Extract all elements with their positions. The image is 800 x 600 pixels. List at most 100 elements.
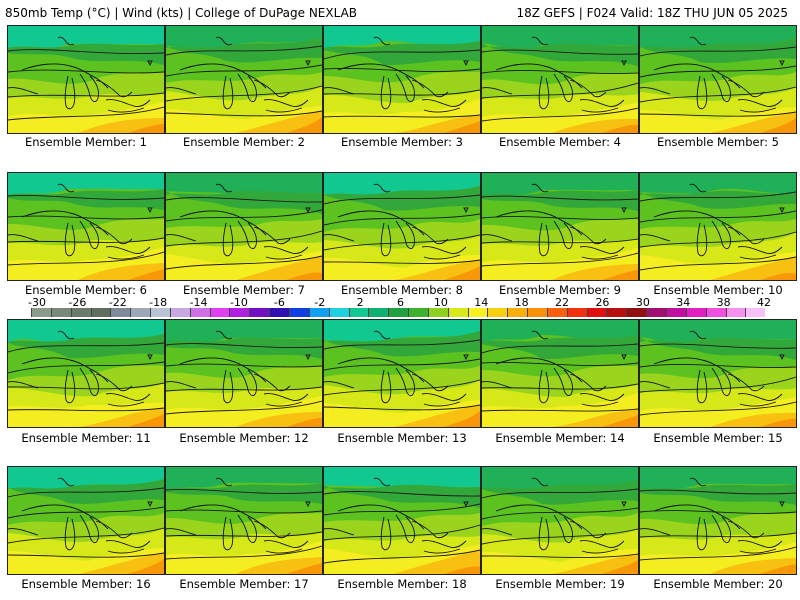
ensemble-member-label: Ensemble Member: 8 xyxy=(341,283,463,297)
colorbar-swatch xyxy=(725,308,746,317)
colorbar-swatch xyxy=(388,308,409,317)
ensemble-member-label: Ensemble Member: 10 xyxy=(653,283,783,297)
ensemble-map-panel xyxy=(165,25,323,134)
colorbar-swatch xyxy=(110,308,131,317)
colorbar-swatch xyxy=(507,308,528,317)
temperature-colorbar xyxy=(31,308,766,317)
colorbar-swatch xyxy=(527,308,547,317)
colorbar-left-arrow xyxy=(19,308,31,316)
ensemble-member-label: Ensemble Member: 15 xyxy=(653,431,783,445)
colorbar-swatch xyxy=(209,308,230,317)
ensemble-map-panel xyxy=(481,466,639,575)
colorbar-tick-label: -30 xyxy=(28,296,46,309)
colorbar-swatch xyxy=(169,308,190,317)
ensemble-map-panel xyxy=(323,25,481,134)
ensemble-member-label: Ensemble Member: 6 xyxy=(25,283,147,297)
ensemble-member-label: Ensemble Member: 13 xyxy=(337,431,467,445)
ensemble-map-panel xyxy=(7,172,165,281)
colorbar-tick-label: 34 xyxy=(676,296,691,309)
colorbar-swatch xyxy=(150,308,170,317)
ensemble-member-label: Ensemble Member: 19 xyxy=(495,577,625,591)
colorbar-swatch xyxy=(130,308,151,317)
colorbar-swatch xyxy=(427,308,448,317)
colorbar-swatch xyxy=(288,308,309,317)
ensemble-member-label: Ensemble Member: 11 xyxy=(21,431,151,445)
ensemble-map-panel xyxy=(165,466,323,575)
colorbar-swatch xyxy=(31,308,51,317)
valid-time: 18Z GEFS | F024 Valid: 18Z THU JUN 05 20… xyxy=(516,6,788,20)
colorbar-tick-label: -18 xyxy=(149,296,168,309)
colorbar-tick-label: 22 xyxy=(555,296,570,309)
colorbar-swatch xyxy=(348,308,369,317)
ensemble-member-label: Ensemble Member: 18 xyxy=(337,577,467,591)
colorbar-swatch xyxy=(606,308,627,317)
ensemble-member-label: Ensemble Member: 20 xyxy=(653,577,783,591)
colorbar-swatch xyxy=(328,308,349,317)
ensemble-map-panel xyxy=(639,466,797,575)
ensemble-map-panel xyxy=(481,25,639,134)
ensemble-map-panel xyxy=(323,172,481,281)
colorbar-swatch xyxy=(487,308,508,317)
colorbar-right-arrow xyxy=(765,308,777,316)
colorbar-swatch xyxy=(467,308,488,317)
ensemble-member-label: Ensemble Member: 4 xyxy=(499,135,621,149)
ensemble-map-panel xyxy=(481,319,639,428)
colorbar-swatch xyxy=(745,308,766,317)
colorbar-tick-label: -2 xyxy=(314,296,326,309)
ensemble-member-label: Ensemble Member: 14 xyxy=(495,431,625,445)
colorbar-swatch xyxy=(626,308,647,317)
ensemble-member-label: Ensemble Member: 5 xyxy=(657,135,779,149)
product-title: 850mb Temp (°C) | Wind (kts) | College o… xyxy=(5,6,358,20)
ensemble-map-panel xyxy=(165,319,323,428)
colorbar-tick-label: 30 xyxy=(635,296,650,309)
colorbar-tick-label: 18 xyxy=(514,296,529,309)
colorbar-tick-label: -6 xyxy=(273,296,285,309)
colorbar-swatch xyxy=(705,308,726,317)
colorbar-swatch xyxy=(368,308,389,317)
colorbar-swatch xyxy=(546,308,567,317)
ensemble-member-label: Ensemble Member: 17 xyxy=(179,577,309,591)
ensemble-map-panel xyxy=(639,319,797,428)
colorbar-swatch xyxy=(269,308,289,317)
ensemble-member-label: Ensemble Member: 16 xyxy=(21,577,151,591)
colorbar-swatch xyxy=(666,308,686,317)
colorbar-tick-label: 2 xyxy=(356,296,364,309)
colorbar-tick-label: -10 xyxy=(229,296,248,309)
colorbar-tick-label: -26 xyxy=(68,296,87,309)
ensemble-map-panel xyxy=(7,466,165,575)
ensemble-map-panel xyxy=(7,25,165,134)
colorbar-swatch xyxy=(50,308,71,317)
ensemble-map-panel xyxy=(165,172,323,281)
colorbar-tick-label: 26 xyxy=(595,296,610,309)
colorbar-swatch xyxy=(189,308,210,317)
colorbar-swatch xyxy=(566,308,587,317)
ensemble-map-panel xyxy=(639,172,797,281)
colorbar-swatch xyxy=(447,308,468,317)
colorbar-swatch xyxy=(586,308,607,317)
ensemble-map-panel xyxy=(639,25,797,134)
colorbar-tick-label: 14 xyxy=(474,296,489,309)
colorbar-swatch xyxy=(90,308,111,317)
colorbar-swatch xyxy=(646,308,666,317)
colorbar-tick-label: 10 xyxy=(433,296,448,309)
colorbar-swatch xyxy=(308,308,329,317)
colorbar-tick-label: 42 xyxy=(757,296,771,309)
ensemble-member-label: Ensemble Member: 3 xyxy=(341,135,463,149)
ensemble-member-label: Ensemble Member: 7 xyxy=(183,283,305,297)
ensemble-member-label: Ensemble Member: 9 xyxy=(499,283,621,297)
ensemble-map-panel xyxy=(7,319,165,428)
colorbar-swatch xyxy=(408,308,428,317)
ensemble-map-panel xyxy=(323,319,481,428)
colorbar-swatch xyxy=(229,308,250,317)
ensemble-member-label: Ensemble Member: 12 xyxy=(179,431,309,445)
colorbar-swatch xyxy=(685,308,706,317)
ensemble-map-panel xyxy=(323,466,481,575)
colorbar-tick-label: -14 xyxy=(189,296,208,309)
ensemble-member-label: Ensemble Member: 2 xyxy=(183,135,305,149)
ensemble-map-panel xyxy=(481,172,639,281)
colorbar-tick-label: -22 xyxy=(108,296,127,309)
colorbar-swatch xyxy=(249,308,270,317)
colorbar-tick-label: 38 xyxy=(716,296,731,309)
colorbar-swatch xyxy=(70,308,91,317)
colorbar-tick-label: 6 xyxy=(397,296,404,309)
